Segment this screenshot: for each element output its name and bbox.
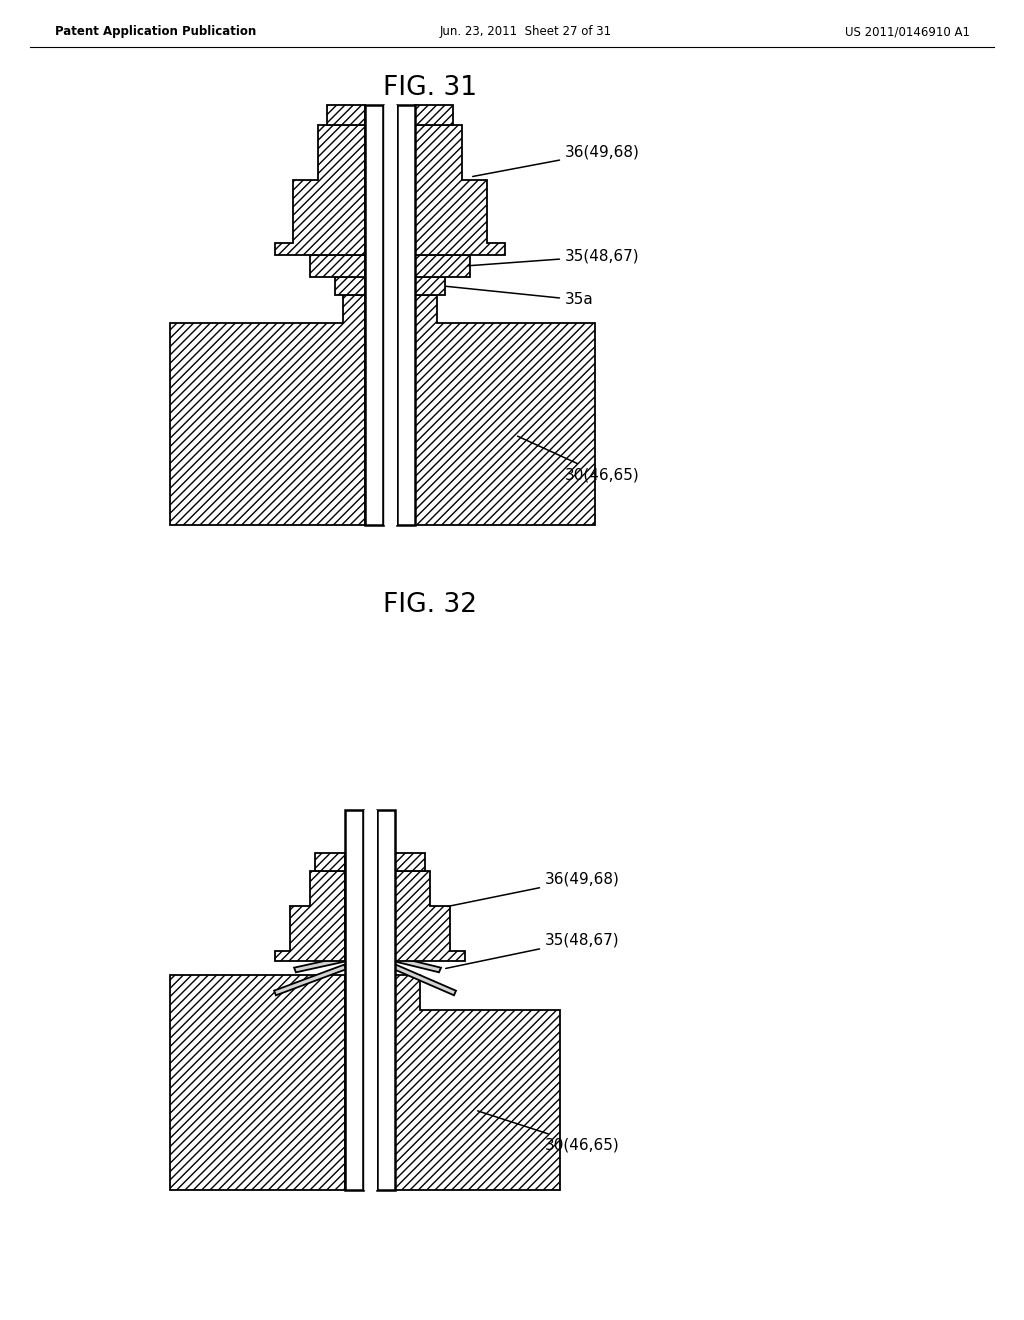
Polygon shape	[415, 294, 595, 525]
Polygon shape	[275, 125, 365, 255]
Polygon shape	[327, 106, 365, 125]
Polygon shape	[170, 294, 365, 525]
Polygon shape	[394, 965, 456, 995]
Text: 30(46,65): 30(46,65)	[517, 436, 640, 483]
Bar	[362, 810, 377, 1191]
Text: US 2011/0146910 A1: US 2011/0146910 A1	[845, 25, 970, 38]
Polygon shape	[274, 965, 346, 995]
Text: 35(48,67): 35(48,67)	[445, 932, 620, 969]
Text: Patent Application Publication: Patent Application Publication	[55, 25, 256, 38]
Polygon shape	[294, 957, 346, 973]
Polygon shape	[415, 106, 453, 125]
Bar	[345, 810, 362, 1191]
Text: Jun. 23, 2011  Sheet 27 of 31: Jun. 23, 2011 Sheet 27 of 31	[440, 25, 612, 38]
Polygon shape	[275, 871, 345, 961]
Polygon shape	[315, 853, 345, 871]
Text: FIG. 31: FIG. 31	[383, 75, 477, 102]
Polygon shape	[415, 277, 445, 294]
Polygon shape	[415, 255, 470, 277]
Polygon shape	[395, 853, 425, 871]
Text: 36(49,68): 36(49,68)	[447, 871, 620, 907]
Text: 35(48,67): 35(48,67)	[468, 248, 640, 265]
Polygon shape	[310, 255, 365, 277]
Text: FIG. 32: FIG. 32	[383, 591, 477, 618]
Text: 36(49,68): 36(49,68)	[473, 144, 640, 177]
Polygon shape	[394, 957, 441, 973]
Polygon shape	[415, 125, 505, 255]
Polygon shape	[170, 975, 345, 1191]
Polygon shape	[335, 277, 365, 294]
Bar	[397, 106, 415, 525]
Bar	[365, 106, 383, 525]
Polygon shape	[395, 975, 560, 1191]
Text: 30(46,65): 30(46,65)	[477, 1111, 620, 1152]
Bar	[383, 106, 397, 525]
Polygon shape	[395, 871, 465, 961]
Bar	[377, 810, 395, 1191]
Text: 35a: 35a	[445, 286, 594, 308]
